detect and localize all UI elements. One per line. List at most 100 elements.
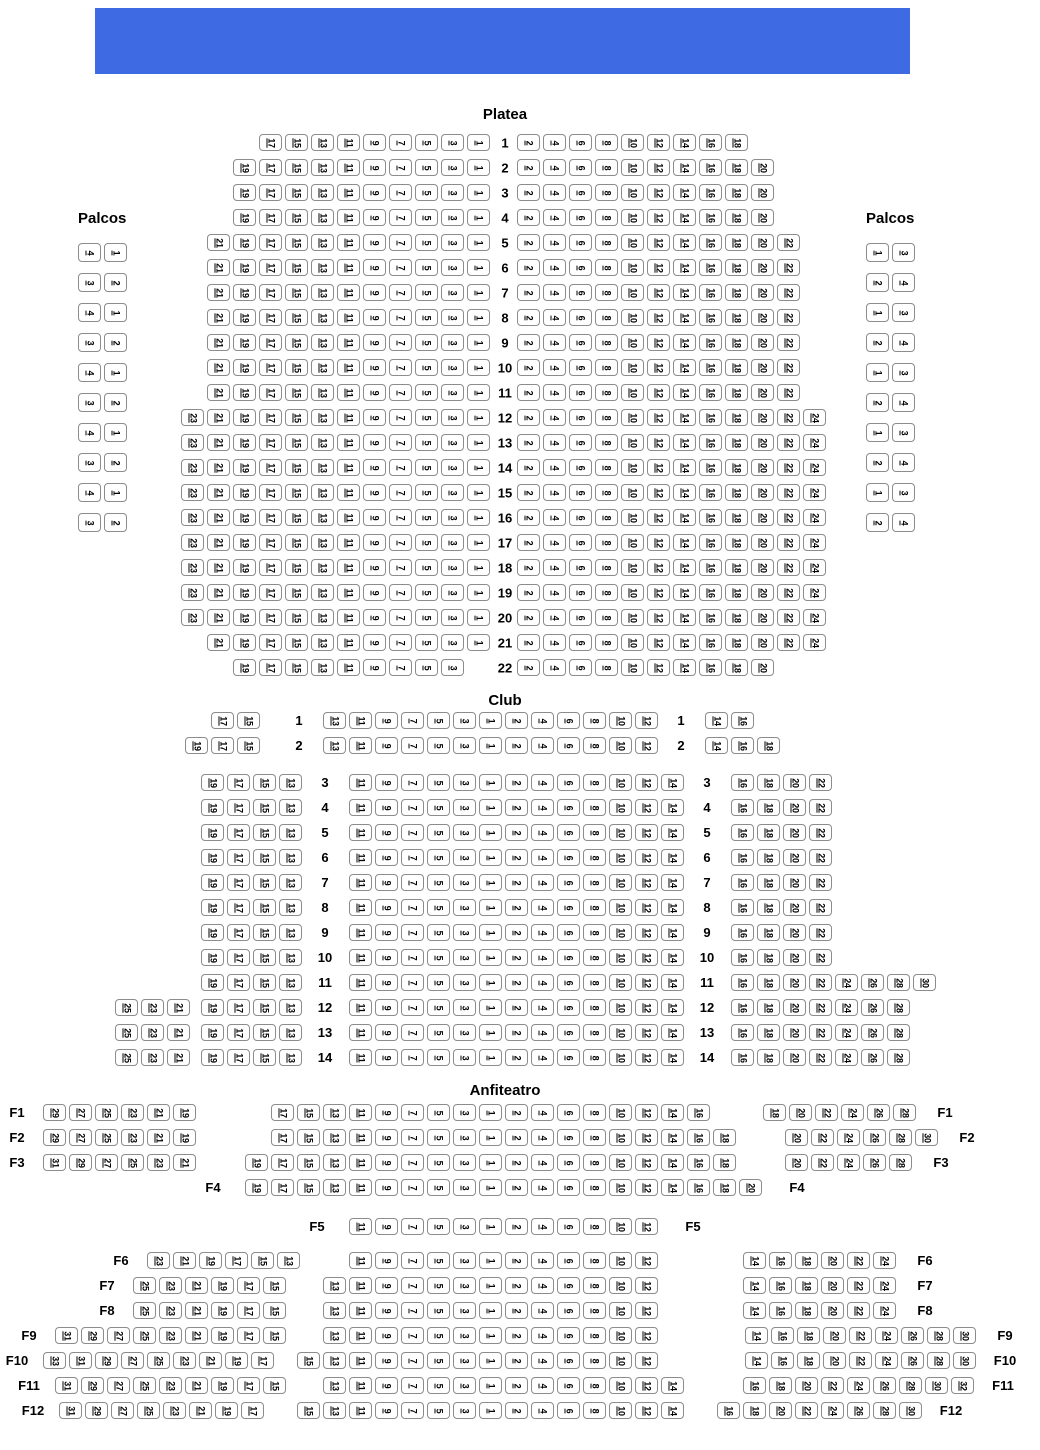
seat[interactable]: 17 <box>271 1104 294 1121</box>
seat[interactable]: 13 <box>277 1252 300 1269</box>
seat[interactable]: 6 <box>569 609 592 626</box>
seat[interactable]: 28 <box>887 1024 910 1041</box>
seat[interactable]: 20 <box>751 359 774 376</box>
seat[interactable]: 18 <box>757 874 780 891</box>
seat[interactable]: 11 <box>349 774 372 791</box>
seat[interactable]: 19 <box>173 1129 196 1146</box>
seat[interactable]: 15 <box>251 1252 274 1269</box>
seat[interactable]: 7 <box>401 1352 424 1369</box>
seat[interactable]: 19 <box>233 409 256 426</box>
seat[interactable]: 4 <box>531 974 554 991</box>
seat[interactable]: 21 <box>207 634 230 651</box>
seat[interactable]: 4 <box>531 1049 554 1066</box>
seat[interactable]: 19 <box>233 534 256 551</box>
seat[interactable]: 6 <box>557 1352 580 1369</box>
seat[interactable]: 20 <box>783 774 806 791</box>
seat[interactable]: 4 <box>543 284 566 301</box>
seat[interactable]: 11 <box>349 974 372 991</box>
seat[interactable]: 7 <box>389 159 412 176</box>
seat[interactable]: 17 <box>259 434 282 451</box>
seat[interactable]: 22 <box>809 1024 832 1041</box>
seat[interactable]: 13 <box>279 899 302 916</box>
seat[interactable]: 18 <box>757 974 780 991</box>
seat[interactable]: 10 <box>621 234 644 251</box>
seat[interactable]: 18 <box>763 1104 786 1121</box>
seat[interactable]: 18 <box>725 209 748 226</box>
seat[interactable]: 32 <box>951 1377 974 1394</box>
seat[interactable]: 15 <box>285 234 308 251</box>
seat[interactable]: 13 <box>279 999 302 1016</box>
seat[interactable]: 1 <box>467 459 490 476</box>
seat[interactable]: 6 <box>557 1049 580 1066</box>
seat[interactable]: 7 <box>389 634 412 651</box>
seat[interactable]: 10 <box>621 534 644 551</box>
seat[interactable]: 24 <box>803 409 826 426</box>
seat[interactable]: 18 <box>743 1402 766 1419</box>
seat[interactable]: 20 <box>751 184 774 201</box>
seat[interactable]: 19 <box>233 234 256 251</box>
seat[interactable]: 22 <box>849 1352 872 1369</box>
seat[interactable]: 17 <box>227 774 250 791</box>
seat[interactable]: 1 <box>467 284 490 301</box>
seat[interactable]: 1 <box>479 1277 502 1294</box>
seat[interactable]: 22 <box>809 974 832 991</box>
seat[interactable]: 2 <box>517 609 540 626</box>
seat[interactable]: 24 <box>841 1104 864 1121</box>
seat[interactable]: 22 <box>809 999 832 1016</box>
seat[interactable]: 26 <box>861 1049 884 1066</box>
seat[interactable]: 7 <box>401 999 424 1016</box>
seat[interactable]: 7 <box>401 799 424 816</box>
palco-box[interactable]: 2 <box>104 333 127 352</box>
seat[interactable]: 20 <box>783 949 806 966</box>
seat[interactable]: 10 <box>621 559 644 576</box>
seat[interactable]: 3 <box>453 774 476 791</box>
seat[interactable]: 8 <box>583 1352 606 1369</box>
seat[interactable]: 9 <box>363 234 386 251</box>
seat[interactable]: 15 <box>285 384 308 401</box>
seat[interactable]: 2 <box>517 659 540 676</box>
seat[interactable]: 12 <box>635 774 658 791</box>
seat[interactable]: 19 <box>233 434 256 451</box>
seat[interactable]: 21 <box>207 284 230 301</box>
seat[interactable]: 31 <box>43 1154 66 1171</box>
seat[interactable]: 18 <box>757 949 780 966</box>
seat[interactable]: 4 <box>543 159 566 176</box>
seat[interactable]: 6 <box>557 999 580 1016</box>
seat[interactable]: 1 <box>479 999 502 1016</box>
seat[interactable]: 6 <box>569 384 592 401</box>
seat[interactable]: 9 <box>375 799 398 816</box>
seat[interactable]: 12 <box>647 609 670 626</box>
seat[interactable]: 12 <box>647 384 670 401</box>
seat[interactable]: 21 <box>207 384 230 401</box>
seat[interactable]: 8 <box>595 409 618 426</box>
seat[interactable]: 9 <box>363 134 386 151</box>
seat[interactable]: 7 <box>389 384 412 401</box>
seat[interactable]: 6 <box>569 284 592 301</box>
seat[interactable]: 6 <box>557 1302 580 1319</box>
palco-box[interactable]: 4 <box>78 303 101 322</box>
seat[interactable]: 18 <box>725 159 748 176</box>
seat[interactable]: 12 <box>635 1049 658 1066</box>
seat[interactable]: 3 <box>453 1179 476 1196</box>
seat[interactable]: 14 <box>661 924 684 941</box>
seat[interactable]: 31 <box>59 1402 82 1419</box>
seat[interactable]: 10 <box>609 774 632 791</box>
seat[interactable]: 16 <box>731 999 754 1016</box>
seat[interactable]: 14 <box>673 159 696 176</box>
seat[interactable]: 20 <box>783 849 806 866</box>
palco-box[interactable]: 3 <box>892 243 915 262</box>
seat[interactable]: 1 <box>479 849 502 866</box>
seat[interactable]: 10 <box>621 259 644 276</box>
seat[interactable]: 8 <box>583 924 606 941</box>
seat[interactable]: 3 <box>441 659 464 676</box>
seat[interactable]: 14 <box>673 459 696 476</box>
seat[interactable]: 17 <box>259 234 282 251</box>
seat[interactable]: 5 <box>427 1302 450 1319</box>
seat[interactable]: 16 <box>699 509 722 526</box>
seat[interactable]: 6 <box>569 409 592 426</box>
seat[interactable]: 8 <box>595 184 618 201</box>
seat[interactable]: 13 <box>311 259 334 276</box>
seat[interactable]: 19 <box>233 634 256 651</box>
seat[interactable]: 12 <box>635 1302 658 1319</box>
seat[interactable]: 2 <box>517 584 540 601</box>
